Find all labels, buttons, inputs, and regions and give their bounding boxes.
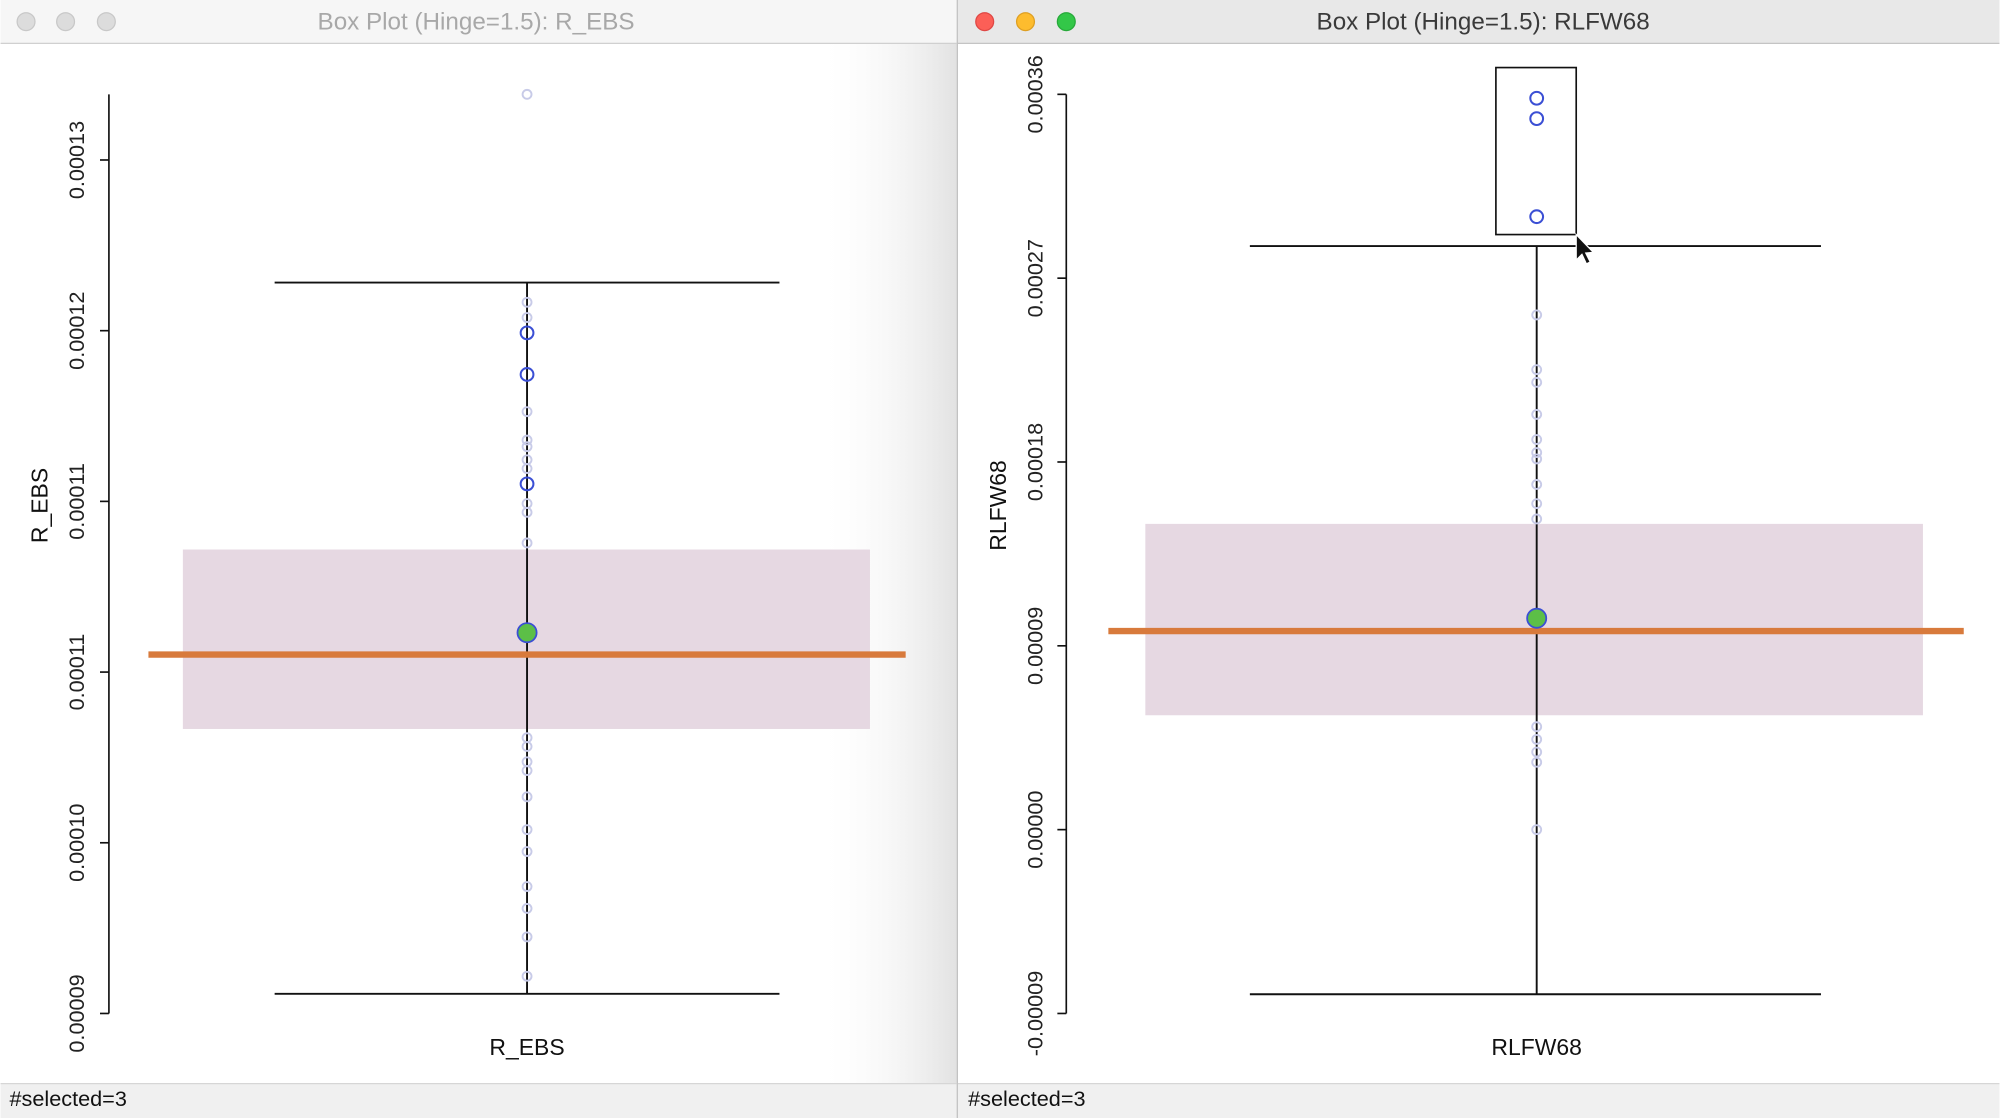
observation (521, 441, 533, 453)
observation (521, 312, 533, 323)
selection-rectangle (1495, 66, 1578, 236)
y-tick-label: 0.00009 (64, 974, 89, 1052)
observation (1531, 513, 1543, 525)
y-tick-label: 0.00018 (1023, 423, 1048, 501)
minimize-button[interactable] (1015, 12, 1036, 32)
observation (521, 88, 533, 100)
status-bar (0, 1083, 957, 1118)
observation (521, 931, 533, 943)
observation (1531, 364, 1543, 376)
selected-observation (1529, 209, 1545, 225)
title-bar (957, 0, 2000, 44)
y-tick-label: 0.00012 (64, 292, 89, 370)
observation (1531, 434, 1543, 445)
observation (521, 406, 533, 418)
selected-observation (519, 325, 535, 341)
status-text: #selected=3 (9, 1086, 126, 1111)
observation (521, 765, 533, 776)
zoom-button[interactable] (1056, 12, 1076, 32)
observation (521, 903, 533, 914)
selected-observation (519, 476, 535, 492)
observation (521, 463, 533, 474)
y-tick-label: 0.00009 (1023, 607, 1048, 685)
observation (521, 506, 533, 518)
mouse-cursor (1575, 232, 1595, 265)
status-text: #selected=3 (968, 1086, 1085, 1111)
x-category-label: R_EBS (489, 1034, 564, 1060)
observation (1531, 453, 1543, 465)
observation (521, 881, 533, 892)
close-button[interactable] (975, 12, 995, 32)
observation (1531, 756, 1543, 768)
zoom-button[interactable] (96, 12, 116, 32)
observation (1531, 479, 1543, 490)
y-tick-label: -0.00009 (1023, 971, 1048, 1057)
observation (521, 434, 533, 446)
selected-observation (1529, 111, 1545, 127)
title-bar (0, 0, 957, 44)
status-bar (957, 1083, 2000, 1118)
y-tick-label: 0.00011 (64, 463, 89, 540)
window-title: Box Plot (Hinge=1.5): R_EBS (318, 8, 635, 35)
observation (521, 824, 533, 836)
observation (521, 970, 533, 982)
window-title: Box Plot (Hinge=1.5): RLFW68 (1317, 8, 1650, 35)
observation (521, 791, 533, 803)
y-tick-label: 0.00013 (64, 121, 89, 199)
y-tick-label: 0.00036 (1023, 55, 1048, 133)
plots: 0.00009 0.00010 0.00011 0.00011 0.00012 0.000… (26, 55, 1964, 1060)
y-tick-label: 0.00010 (64, 804, 89, 882)
observation (1531, 746, 1543, 758)
observation (1531, 498, 1543, 510)
minimize-button[interactable] (56, 12, 76, 32)
observation (1531, 408, 1543, 420)
observation (1531, 376, 1543, 388)
observation (1531, 309, 1543, 321)
close-button[interactable] (16, 12, 36, 32)
y-axis-label: RLFW68 (985, 460, 1011, 551)
observation (521, 741, 533, 752)
median-marker (516, 622, 538, 644)
y-tick-label: 0.00027 (1023, 239, 1048, 317)
observation (1531, 447, 1543, 459)
y-tick-label: 0.00000 (1023, 790, 1048, 868)
x-category-label: RLFW68 (1491, 1034, 1581, 1060)
y-axis-label: R_EBS (26, 468, 52, 543)
observation (1531, 824, 1543, 836)
median-marker (1526, 607, 1548, 629)
observation (1531, 733, 1543, 745)
observation (521, 537, 533, 549)
selected-observation (1529, 90, 1545, 106)
observation (521, 846, 533, 857)
observation (1531, 721, 1543, 733)
selected-observation (519, 367, 535, 382)
observation (521, 296, 533, 308)
y-tick-label: 0.00011 (64, 634, 89, 711)
